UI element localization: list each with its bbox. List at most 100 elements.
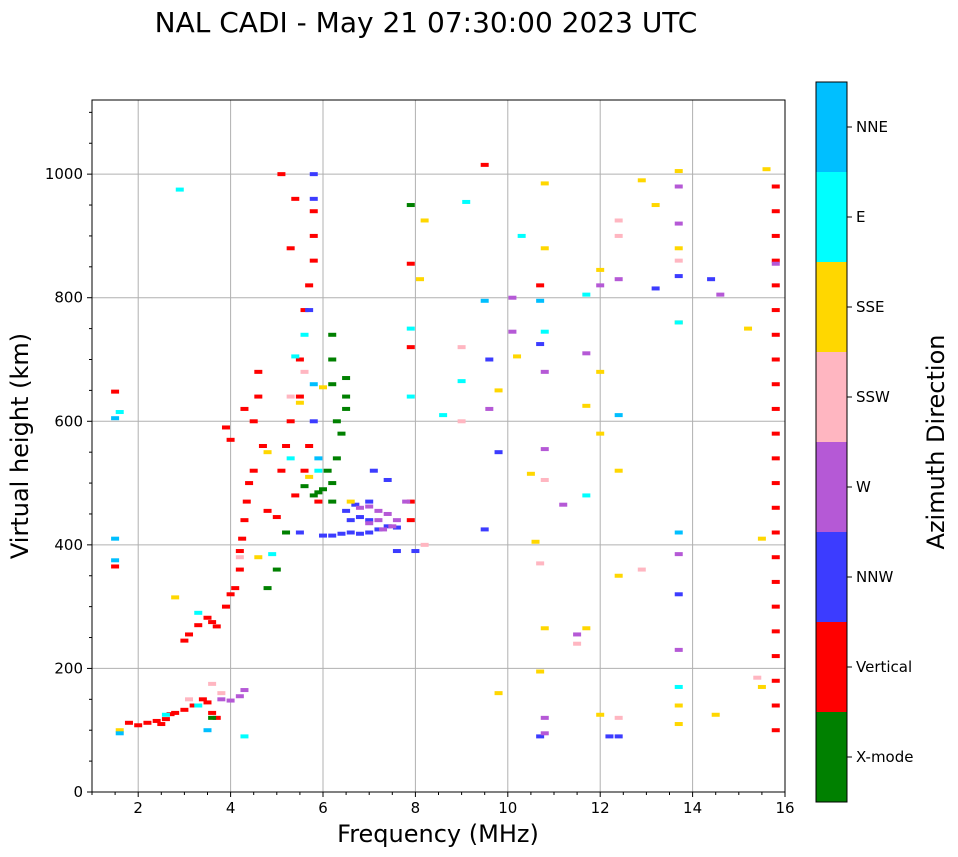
- echo-point: [744, 326, 753, 331]
- echo-point: [674, 684, 683, 689]
- echo-point: [180, 638, 189, 643]
- echo-point: [374, 518, 383, 523]
- echo-point: [242, 499, 251, 504]
- series-nnw: [295, 172, 716, 739]
- echo-point: [716, 292, 725, 297]
- colorbar-tick-label: NNW: [856, 568, 893, 586]
- echo-point: [235, 694, 244, 699]
- echo-point: [286, 456, 295, 461]
- echo-point: [208, 681, 217, 686]
- echo-point: [457, 419, 466, 424]
- echo-point: [771, 604, 780, 609]
- echo-point: [111, 416, 120, 421]
- echo-point: [355, 505, 364, 510]
- colorbar-tick-label: W: [856, 478, 871, 496]
- echo-point: [212, 624, 221, 629]
- echo-point: [711, 712, 720, 717]
- echo-point: [111, 564, 120, 569]
- echo-point: [573, 632, 582, 637]
- echo-point: [392, 525, 401, 530]
- echo-point: [319, 385, 327, 390]
- echo-point: [277, 172, 286, 177]
- echo-point: [596, 267, 605, 272]
- echo-point: [115, 410, 124, 415]
- echo-point: [254, 369, 263, 374]
- echo-point: [536, 298, 545, 303]
- echo-point: [771, 283, 780, 288]
- echo-point: [314, 456, 323, 461]
- echo-point: [762, 167, 771, 172]
- colorbar-tick-label: SSW: [856, 388, 890, 406]
- echo-point: [263, 450, 272, 455]
- echo-point: [651, 286, 660, 291]
- y-tick-label: 1000: [45, 165, 83, 183]
- echo-point: [771, 308, 780, 313]
- y-tick-label: 600: [54, 412, 83, 430]
- echo-point: [305, 444, 314, 448]
- echo-point: [235, 549, 244, 554]
- echo-point: [143, 720, 152, 725]
- echo-point: [198, 697, 207, 702]
- echo-point: [291, 196, 300, 201]
- echo-point: [614, 734, 623, 739]
- series-nne: [111, 298, 683, 736]
- x-tick-label: 16: [775, 799, 794, 817]
- series-w: [217, 184, 780, 736]
- echo-point: [124, 720, 133, 725]
- echo-point: [249, 419, 258, 424]
- echo-point: [111, 558, 120, 563]
- echo-point: [309, 233, 318, 238]
- echo-point: [406, 203, 415, 208]
- echo-point: [263, 586, 272, 591]
- x-tick-label: 6: [318, 799, 328, 817]
- colorbar-segment: [816, 262, 847, 352]
- echo-point: [582, 403, 591, 408]
- y-tick-label: 0: [73, 783, 83, 801]
- echo-point: [346, 518, 355, 523]
- echo-point: [536, 669, 545, 674]
- echo-point: [771, 654, 780, 659]
- echo-point: [771, 357, 780, 362]
- echo-point: [238, 536, 247, 541]
- echo-point: [374, 527, 383, 532]
- echo-point: [208, 710, 217, 715]
- echo-point: [707, 277, 716, 282]
- echo-point: [674, 592, 683, 597]
- echo-point: [309, 172, 318, 177]
- echo-point: [157, 722, 166, 727]
- echo-point: [305, 308, 314, 313]
- echo-point: [221, 425, 230, 430]
- echo-point: [337, 531, 346, 536]
- echo-point: [134, 723, 143, 728]
- echo-point: [332, 456, 341, 461]
- echo-point: [175, 187, 184, 192]
- echo-point: [439, 413, 448, 418]
- echo-point: [540, 369, 549, 374]
- colorbar-segment: [816, 712, 847, 802]
- echo-point: [342, 394, 351, 399]
- echo-point: [365, 504, 374, 509]
- echo-point: [332, 419, 341, 424]
- series-e: [115, 187, 683, 739]
- echo-point: [480, 527, 489, 532]
- echo-point: [771, 431, 780, 436]
- echo-point: [235, 567, 244, 572]
- echo-point: [614, 468, 623, 473]
- echo-point: [342, 376, 351, 381]
- echo-point: [295, 400, 304, 405]
- echo-point: [674, 246, 683, 251]
- echo-point: [291, 354, 300, 359]
- echo-point: [295, 394, 304, 399]
- echo-point: [166, 712, 175, 717]
- echo-point: [226, 592, 235, 597]
- x-tick-label: 4: [226, 799, 236, 817]
- y-tick-label: 200: [54, 659, 83, 677]
- echo-point: [365, 518, 374, 523]
- echo-point: [323, 468, 332, 473]
- echo-point: [406, 499, 415, 504]
- echo-point: [582, 351, 591, 356]
- echo-point: [573, 641, 582, 646]
- echo-point: [771, 209, 780, 214]
- echo-point: [596, 431, 605, 436]
- echo-point: [771, 258, 780, 263]
